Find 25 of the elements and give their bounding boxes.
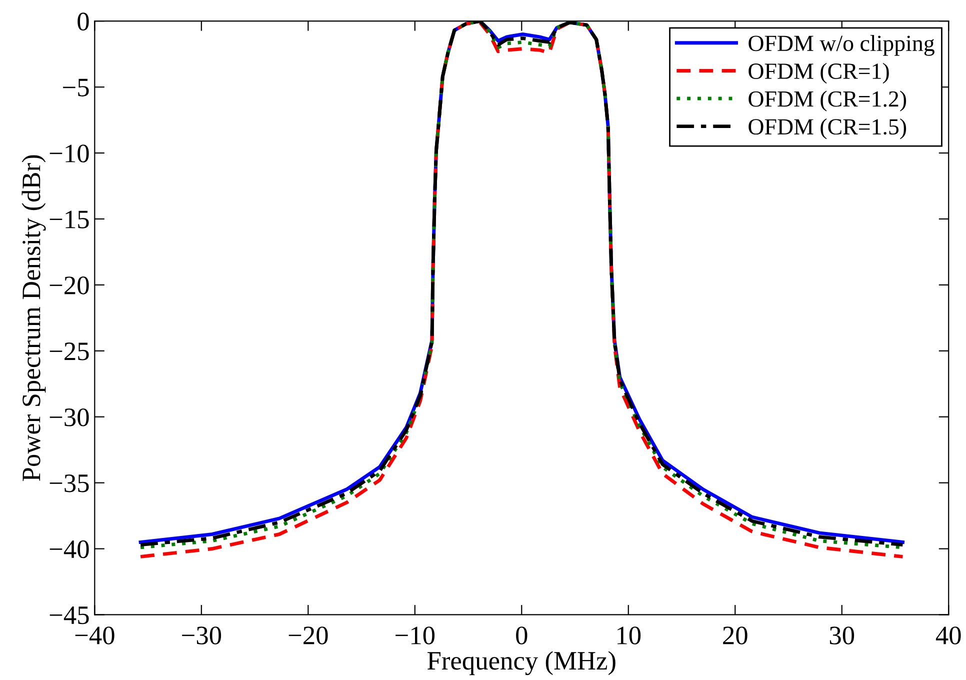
y-tick-label: −35 [50, 474, 89, 492]
y-tick-label: −30 [50, 408, 89, 426]
legend-label: OFDM w/o clipping [748, 34, 934, 56]
y-tick-label: −10 [50, 144, 89, 162]
x-tick-label: 40 [936, 626, 961, 644]
x-axis-title: Frequency (MHz) [428, 651, 616, 676]
y-tick-label: 0 [78, 12, 89, 30]
y-tick-label: −15 [50, 210, 89, 228]
y-axis-title: Power Spectrum Density (dBr) [22, 155, 46, 481]
x-tick-label: −20 [288, 626, 328, 644]
y-tick-label: −20 [50, 276, 89, 294]
x-tick-label: 20 [723, 626, 748, 644]
x-tick-label: 30 [830, 626, 854, 644]
y-tick-label: −40 [50, 540, 89, 558]
x-tick-label: −30 [182, 626, 222, 644]
legend-label: OFDM (CR=1.2) [748, 90, 906, 112]
x-tick-label: −10 [396, 626, 435, 644]
x-tick-label: 0 [516, 626, 528, 644]
x-tick-label: −40 [75, 626, 114, 644]
legend-label: OFDM (CR=1) [748, 62, 889, 84]
y-tick-label: −45 [50, 606, 89, 624]
legend-label: OFDM (CR=1.5) [748, 118, 906, 140]
y-tick-label: −25 [50, 342, 89, 360]
y-tick-label: −5 [63, 78, 89, 96]
x-tick-label: 10 [618, 626, 641, 644]
